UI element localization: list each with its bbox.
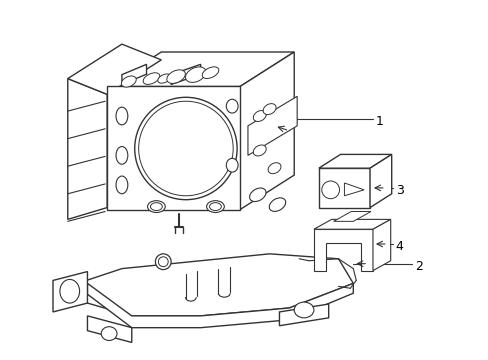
Ellipse shape (202, 67, 219, 78)
Text: 1: 1 (375, 116, 383, 129)
Ellipse shape (143, 73, 160, 84)
Polygon shape (107, 52, 294, 86)
Ellipse shape (158, 74, 170, 83)
Ellipse shape (116, 107, 127, 125)
Polygon shape (372, 219, 390, 271)
Polygon shape (122, 64, 146, 85)
Polygon shape (313, 219, 390, 229)
Polygon shape (87, 283, 352, 328)
Polygon shape (87, 316, 131, 342)
Polygon shape (279, 304, 328, 326)
Polygon shape (68, 44, 161, 94)
Polygon shape (107, 86, 240, 210)
Ellipse shape (60, 279, 80, 303)
Ellipse shape (294, 302, 313, 318)
Text: 2: 2 (414, 260, 422, 273)
Ellipse shape (158, 257, 168, 267)
Polygon shape (318, 168, 369, 208)
Ellipse shape (321, 181, 339, 199)
Ellipse shape (209, 203, 221, 211)
Ellipse shape (150, 203, 162, 211)
Ellipse shape (155, 254, 171, 270)
Ellipse shape (253, 145, 265, 156)
Polygon shape (78, 254, 352, 316)
Polygon shape (313, 229, 372, 271)
Text: 3: 3 (395, 184, 403, 197)
Ellipse shape (253, 111, 265, 121)
Ellipse shape (263, 104, 276, 114)
Polygon shape (318, 154, 391, 168)
Ellipse shape (249, 188, 265, 202)
Ellipse shape (101, 327, 117, 341)
Polygon shape (68, 78, 107, 219)
Ellipse shape (185, 67, 205, 82)
Polygon shape (247, 96, 297, 156)
Polygon shape (171, 64, 200, 85)
Polygon shape (344, 183, 364, 196)
Ellipse shape (135, 97, 237, 200)
Ellipse shape (116, 147, 127, 164)
Ellipse shape (226, 158, 238, 172)
Polygon shape (333, 212, 370, 221)
Polygon shape (240, 52, 294, 210)
Ellipse shape (147, 201, 165, 212)
Ellipse shape (267, 163, 281, 174)
Text: 4: 4 (395, 240, 403, 253)
Ellipse shape (269, 198, 285, 211)
Polygon shape (53, 271, 87, 312)
Ellipse shape (226, 99, 238, 113)
Ellipse shape (121, 76, 136, 87)
Ellipse shape (166, 70, 185, 84)
Ellipse shape (139, 101, 233, 196)
Ellipse shape (116, 176, 127, 194)
Polygon shape (369, 154, 391, 208)
Ellipse shape (206, 201, 224, 212)
